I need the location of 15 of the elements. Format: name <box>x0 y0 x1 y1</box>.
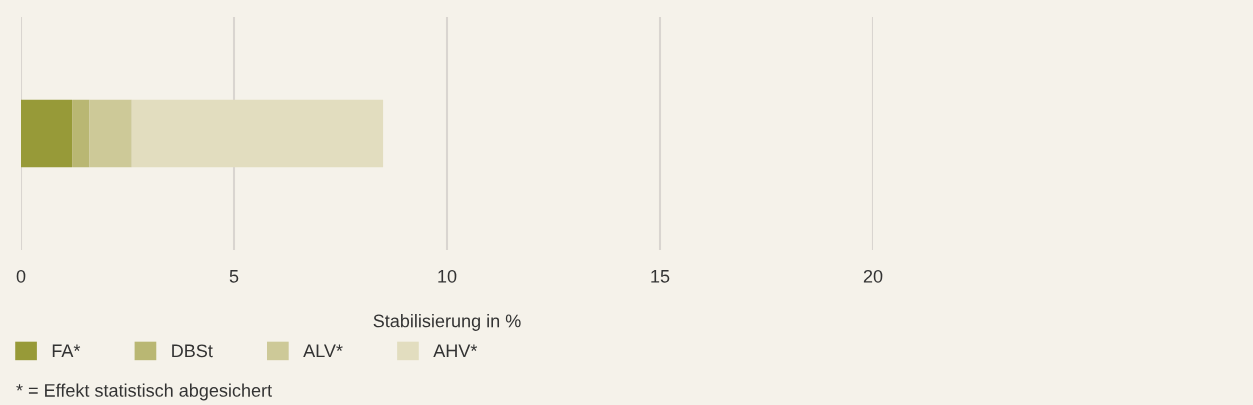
bar <box>89 99 132 168</box>
x-tick-label: 0 <box>16 269 26 283</box>
legend-label: FA* <box>52 344 81 358</box>
x-tick-label: 15 <box>651 270 670 283</box>
bar <box>21 99 73 168</box>
legend-label: DBSt <box>172 344 213 358</box>
x-tick-label: 5 <box>229 270 239 283</box>
bar <box>72 99 90 168</box>
legend-label: AHV* <box>433 344 478 358</box>
x-tick-label: 10 <box>438 269 457 283</box>
x-tick-label: 20 <box>863 269 883 283</box>
text: * = Effekt statistisch abgesichert <box>16 383 272 401</box>
x-axis-title: Stabilisierung in % <box>373 314 521 331</box>
bar <box>131 99 384 168</box>
legend-label: ALV* <box>303 344 343 358</box>
